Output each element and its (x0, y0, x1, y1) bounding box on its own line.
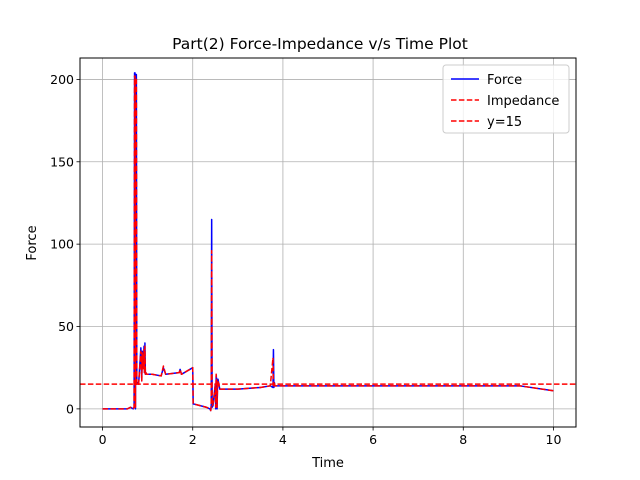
y-tick-label: 100 (50, 237, 74, 252)
legend-label: y=15 (487, 115, 522, 130)
legend: Force Impedance y=15 (442, 64, 570, 134)
plot-frame (79, 57, 577, 428)
legend-label: Impedance (487, 94, 559, 109)
x-tick-label: 0 (99, 432, 107, 447)
y-tick-label: 50 (58, 319, 74, 334)
y-tick-label: 0 (66, 401, 74, 416)
x-tick-label: 2 (189, 432, 197, 447)
x-tick-label: 8 (459, 432, 467, 447)
x-tick-label: 4 (279, 432, 287, 447)
y-tick-label: 150 (50, 154, 74, 169)
y-axis-label: Force (25, 225, 40, 260)
x-tick-label: 10 (546, 432, 562, 447)
series-layer (80, 72, 576, 412)
x-axis-label: Time (311, 456, 344, 471)
y-tick-label: 200 (50, 72, 74, 87)
legend-box (442, 64, 570, 134)
chart-title: Part(2) Force-Impedance v/s Time Plot (172, 35, 468, 53)
x-tick-label: 6 (369, 432, 377, 447)
legend-label: Force (487, 73, 522, 88)
series-force-line (102, 72, 554, 412)
